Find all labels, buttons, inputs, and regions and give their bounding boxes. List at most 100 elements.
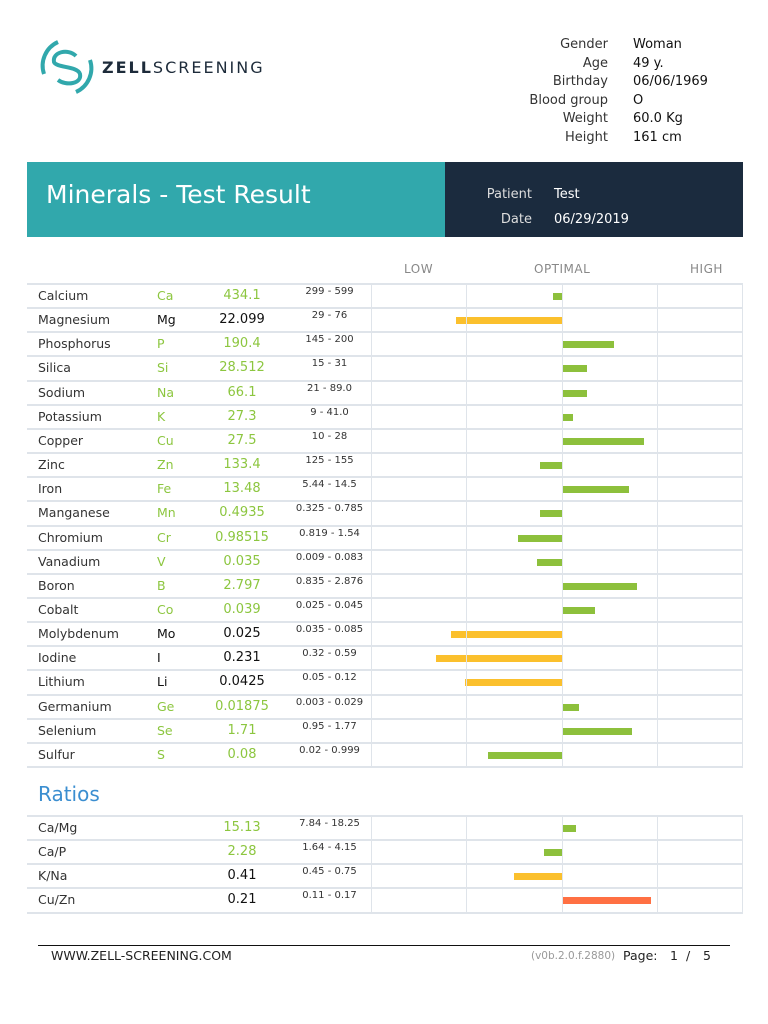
row-name: Silica (38, 360, 71, 376)
row-range: 21 - 89.0 (307, 382, 352, 394)
page-title: Minerals - Test Result (27, 162, 445, 237)
row-value: 0.4935 (219, 505, 265, 521)
row-range: 0.05 - 0.12 (302, 672, 357, 684)
scale-optimal: OPTIMAL (534, 262, 591, 276)
table-row: Magnesium Mg 22.099 29 - 76 (27, 307, 743, 331)
row-value: 28.512 (219, 360, 265, 376)
logo: ZELLSCREENING (38, 38, 265, 96)
table-row: Iodine I 0.231 0.32 - 0.59 (27, 645, 743, 669)
row-symbol: Ca (157, 288, 174, 303)
row-value: 0.231 (223, 650, 261, 666)
row-symbol: Se (157, 722, 173, 738)
website-link[interactable]: WWW.ZELL-SCREENING.COM (51, 948, 232, 963)
deviation-bar (562, 341, 615, 349)
row-symbol: Fe (157, 481, 172, 497)
row-range: 15 - 31 (311, 358, 348, 370)
deviation-bar (465, 679, 562, 687)
info-row: Height 161 cm (500, 129, 708, 148)
deviation-bar (450, 631, 562, 639)
deviation-bar (562, 365, 587, 373)
table-row: Chromium Cr 0.98515 0.819 - 1.54 (27, 524, 743, 549)
deviation-bar (537, 558, 562, 566)
row-range: 0.009 - 0.083 (295, 551, 364, 563)
row-range: 0.95 - 1.77 (302, 720, 357, 732)
row-symbol: P (157, 336, 165, 352)
deviation-bar (562, 413, 574, 421)
grid-line (466, 285, 467, 766)
row-symbol: Co (157, 601, 174, 617)
info-row: Age 49 y. (500, 55, 708, 74)
row-name: Cu/Zn (38, 892, 76, 908)
row-symbol: Si (157, 360, 169, 376)
row-name: Phosphorus (38, 336, 111, 352)
row-name: Vanadium (38, 553, 101, 569)
table-row: Sodium Na 66.1 21 - 89.0 (27, 379, 743, 404)
info-label: Age (582, 55, 608, 71)
table-row: Silica Si 28.512 15 - 31 (27, 355, 743, 379)
deviation-bar (540, 462, 562, 470)
info-value: 49 y. (633, 55, 664, 71)
info-row: Blood group O (500, 92, 708, 111)
deviation-bar (487, 751, 562, 759)
row-symbol: I (157, 650, 161, 666)
deviation-bar (518, 534, 562, 542)
table-row: Lithium Li 0.0425 0.05 - 0.12 (27, 669, 743, 693)
row-range: 0.835 - 2.876 (295, 575, 364, 587)
row-value: 2.28 (227, 844, 257, 860)
info-row: Birthday 06/06/1969 (500, 73, 708, 92)
row-range: 0.11 - 0.17 (302, 890, 357, 902)
deviation-bar (562, 606, 596, 614)
ratios-title: Ratios (38, 782, 100, 806)
info-label: Weight (562, 111, 608, 127)
row-range: 7.84 - 18.25 (299, 818, 360, 829)
table-row: Molybdenum Mo 0.025 0.035 - 0.085 (27, 621, 743, 645)
deviation-bar (435, 655, 562, 663)
grid-line (562, 285, 563, 766)
row-value: 0.21 (227, 892, 257, 908)
table-row: Selenium Se 1.71 0.95 - 1.77 (27, 717, 743, 742)
row-symbol: Cr (157, 529, 171, 545)
row-name: Ca/Mg (38, 820, 78, 835)
zell-logo-icon (40, 40, 94, 94)
table-row: Zinc Zn 133.4 125 - 155 (27, 452, 743, 476)
table-row: Vanadium V 0.035 0.009 - 0.083 (27, 548, 743, 573)
row-range: 0.819 - 1.54 (299, 527, 360, 539)
grid-line (466, 817, 467, 912)
row-name: Iodine (38, 650, 77, 666)
row-value: 2.797 (223, 577, 261, 593)
row-value: 0.0425 (219, 674, 265, 690)
row-name: Magnesium (38, 312, 111, 328)
row-value: 1.71 (227, 722, 257, 738)
grid-line (371, 817, 372, 912)
row-name: Sulfur (38, 746, 75, 762)
page-label: Page: (623, 948, 658, 963)
deviation-bar (540, 510, 562, 518)
row-name: Manganese (38, 505, 110, 521)
table-row: K/Na 0.41 0.45 - 0.75 (27, 863, 743, 887)
date-value: 06/29/2019 (554, 212, 629, 227)
deviation-bar (562, 897, 652, 905)
page-separator: / (686, 948, 691, 963)
grid-line (742, 817, 743, 912)
row-value: 0.01875 (215, 698, 269, 714)
row-symbol: Li (157, 674, 168, 690)
row-value: 22.099 (219, 312, 265, 328)
row-range: 9 - 41.0 (310, 406, 349, 418)
row-symbol: Zn (157, 457, 174, 473)
info-value: Woman (633, 37, 682, 52)
deviation-bar (562, 437, 644, 445)
info-value: 161 cm (633, 129, 682, 145)
row-range: 0.003 - 0.029 (295, 696, 364, 708)
info-value: 06/06/1969 (633, 74, 708, 90)
version: (v0b.2.0.f.2880) (531, 950, 616, 962)
row-name: Ca/P (38, 844, 67, 860)
row-value: 27.3 (227, 408, 257, 424)
deviation-bar (455, 317, 562, 325)
row-name: Iron (38, 481, 63, 497)
grid-line (562, 817, 563, 912)
row-range: 0.02 - 0.999 (299, 744, 360, 756)
row-range: 0.035 - 0.085 (295, 624, 364, 636)
row-value: 434.1 (223, 288, 261, 303)
row-symbol: Cu (157, 432, 174, 448)
row-value: 0.98515 (215, 529, 269, 545)
